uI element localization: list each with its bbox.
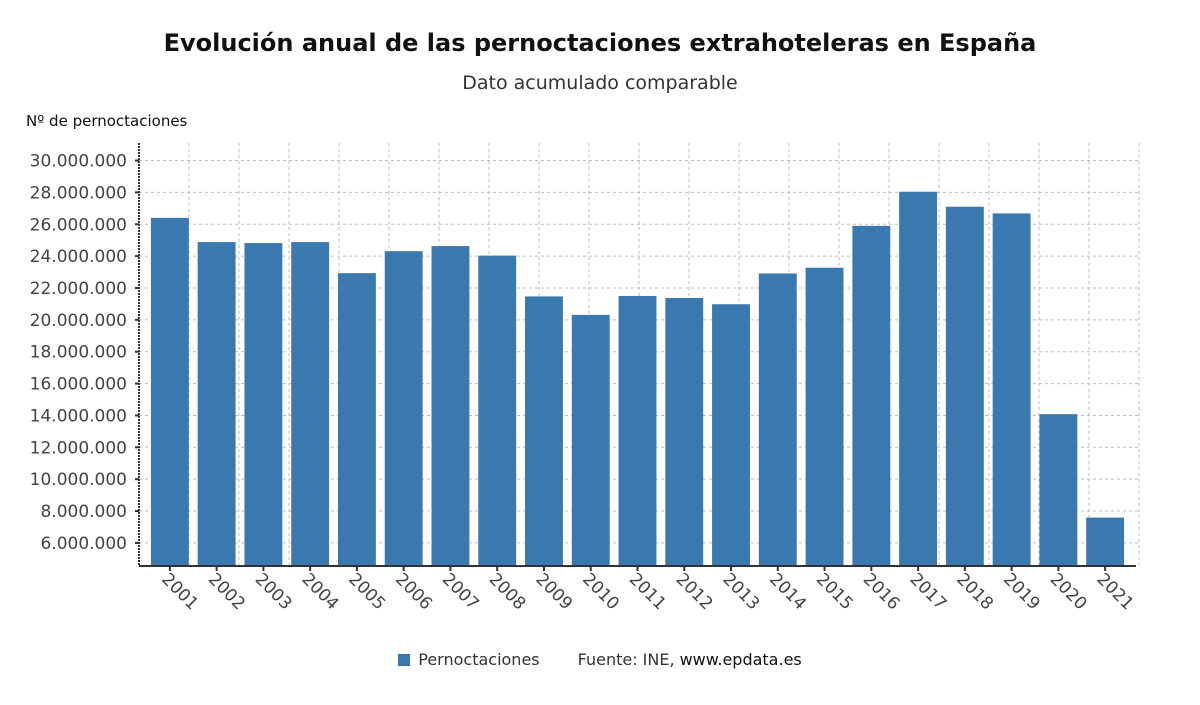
- bar-2017: [899, 191, 938, 566]
- bars: [150, 191, 1125, 567]
- x-tick-label: 2015: [812, 569, 857, 614]
- chart-title: Evolución anual de las pernoctaciones ex…: [163, 29, 1037, 57]
- y-tick-label: 18.000.000: [30, 343, 127, 363]
- bar-2007: [431, 246, 470, 566]
- bar-2012: [665, 298, 704, 566]
- x-tick-label: 2004: [298, 569, 343, 614]
- x-tick-label: 2014: [765, 569, 810, 614]
- bar-2020: [1039, 414, 1078, 566]
- x-tick-label: 2007: [438, 569, 483, 614]
- bar-2015: [805, 267, 844, 566]
- y-tick-label: 12.000.000: [30, 438, 127, 458]
- y-tick-label: 22.000.000: [30, 279, 127, 299]
- bar-2004: [291, 242, 330, 566]
- bar-2011: [618, 295, 657, 566]
- x-tick-label: 2006: [391, 569, 436, 614]
- x-axis-ticks: 2001 2002 2003 2004 2005 2006 2007 2008 2009 2010…: [157, 566, 1137, 614]
- legend-label-pernoctaciones: Pernoctaciones: [418, 650, 540, 669]
- y-tick-label: 6.000.000: [40, 534, 127, 554]
- bar-2018: [945, 206, 984, 566]
- y-tick-label: 28.000.000: [30, 183, 127, 203]
- y-tick-label: 24.000.000: [30, 247, 127, 267]
- x-tick-label: 2003: [251, 569, 296, 614]
- x-tick-label: 2018: [952, 569, 997, 614]
- x-tick-label: 2016: [859, 569, 904, 614]
- y-tick-label: 8.000.000: [40, 502, 127, 522]
- x-tick-label: 2013: [718, 569, 763, 614]
- legend-swatch-pernoctaciones: [398, 653, 411, 666]
- bar-2008: [478, 255, 517, 566]
- chart-subtitle: Dato acumulado comparable: [462, 72, 738, 94]
- y-axis-ticks: 6.000.000 8.000.000 10.000.000 12.000.000 14…: [30, 152, 139, 554]
- x-tick-label: 2020: [1046, 569, 1091, 614]
- x-tick-label: 2001: [157, 569, 202, 614]
- x-tick-label: 2021: [1093, 569, 1138, 614]
- x-tick-label: 2011: [625, 569, 670, 614]
- bar-2006: [384, 251, 423, 566]
- bar-2002: [197, 242, 236, 566]
- bar-2005: [337, 273, 376, 566]
- bar-2014: [758, 273, 797, 566]
- source-label: Fuente: INE,: [577, 650, 675, 669]
- bar-2013: [712, 304, 750, 566]
- x-tick-label: 2008: [485, 569, 530, 614]
- bar-2001: [150, 217, 189, 567]
- bar-2010: [571, 314, 610, 566]
- bar-2009: [525, 296, 563, 566]
- bar-2021: [1086, 517, 1125, 566]
- bar-2003: [244, 243, 283, 566]
- bar-2019: [992, 213, 1031, 566]
- x-tick-label: 2012: [672, 569, 717, 614]
- y-tick-label: 26.000.000: [30, 215, 127, 235]
- y-axis-label: Nº de pernoctaciones: [26, 112, 188, 130]
- x-tick-label: 2005: [344, 569, 389, 614]
- y-tick-label: 16.000.000: [30, 375, 127, 395]
- x-tick-label: 2002: [204, 569, 249, 614]
- y-tick-label: 20.000.000: [30, 311, 127, 331]
- y-tick-label: 10.000.000: [30, 470, 127, 490]
- legend: Pernoctaciones Fuente: INE, www.epdata.e…: [0, 650, 1200, 669]
- source-link[interactable]: www.epdata.es: [679, 650, 802, 669]
- y-tick-label: 30.000.000: [30, 152, 127, 172]
- x-tick-label: 2019: [999, 569, 1044, 614]
- x-tick-label: 2010: [578, 569, 623, 614]
- x-tick-label: 2009: [531, 569, 576, 614]
- x-tick-label: 2017: [906, 569, 951, 614]
- y-tick-label: 14.000.000: [30, 406, 127, 426]
- bar-2016: [852, 225, 891, 566]
